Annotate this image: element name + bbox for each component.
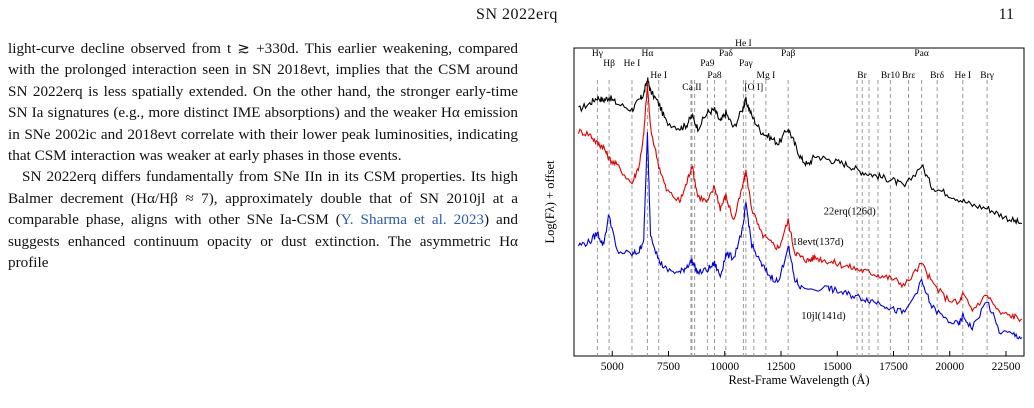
line-id-label-12: Mg I: [757, 71, 776, 81]
line-id-label-0: Hγ: [592, 49, 603, 59]
line-id-label-7: Pa8: [707, 71, 722, 81]
line-id-markers: [596, 80, 988, 356]
line-id-label-16: Brε: [902, 71, 916, 81]
line-id-label-19: He I: [954, 71, 971, 81]
x-tick-label-7: 22500: [992, 361, 1021, 373]
line-id-label-5: Ca II: [682, 83, 701, 93]
x-tick-label-2: 10000: [710, 361, 739, 373]
plot-frame: [573, 47, 1025, 357]
spectra-figure: 22erq(126d) 18evt(137d) 10jl(141d) Hγ Hβ He …: [540, 26, 1034, 408]
series-label-2: 10jl(141d): [801, 311, 846, 322]
line-id-label-2: He I: [624, 59, 641, 69]
line-id-label-15: Br10: [881, 71, 900, 81]
page-number: 11: [998, 6, 1014, 23]
x-tick-label-6: 20000: [935, 361, 964, 373]
x-axis-ticks: 5000 7500 10000 12500 15000 17500 20000 22500: [601, 351, 1021, 373]
line-id-label-8: Paδ: [719, 49, 734, 59]
spectrum-line-0: [578, 77, 1022, 226]
spectrum-line-2: [578, 132, 1023, 340]
y-axis-label: Log(Fλ) + offset: [543, 160, 557, 244]
x-tick-label-4: 15000: [823, 361, 852, 373]
line-id-label-18: Brδ: [930, 71, 945, 81]
series-label-0: 22erq(126d): [824, 206, 876, 217]
body-text-column: light-curve decline observed from t ≳ +3…: [8, 38, 518, 273]
line-id-label-17: Paα: [914, 49, 929, 59]
x-tick-label-5: 17500: [879, 361, 908, 373]
line-id-label-20: Brγ: [980, 71, 994, 81]
line-id-label-13: Paβ: [781, 49, 796, 59]
line-id-label-1: Hβ: [603, 59, 615, 69]
paragraph-2-text-after: ) and suggests enhanced continuum opacit…: [8, 211, 518, 272]
paragraph-2-text-before: SN 2022erq differs fundamentally from SN…: [8, 168, 518, 229]
line-id-label-9: He I: [735, 39, 752, 49]
citation-link[interactable]: Y. Sharma et al. 2023: [340, 211, 485, 229]
line-id-label-10: Paγ: [739, 59, 753, 69]
page-header: SN 2022erq 11: [0, 6, 1034, 26]
spectrum-line-1: [577, 82, 1023, 323]
x-tick-label-3: 12500: [767, 361, 796, 373]
line-id-label-4: He I: [650, 71, 667, 81]
paragraph-2: SN 2022erq differs fundamentally from SN…: [8, 166, 518, 273]
line-id-label-14: Br: [857, 71, 867, 81]
x-tick-label-1: 7500: [657, 361, 680, 373]
line-id-label-6: Pa9: [700, 59, 715, 69]
spectra-series: 22erq(126d) 18evt(137d) 10jl(141d): [577, 77, 1023, 340]
x-axis-label: Rest-Frame Wavelength (Å): [728, 373, 869, 387]
x-tick-label-0: 5000: [601, 361, 624, 373]
line-id-label-3: Hα: [641, 49, 653, 59]
paragraph-1: light-curve decline observed from t ≳ +3…: [8, 40, 518, 165]
running-title: SN 2022erq: [476, 6, 558, 23]
line-id-label-11: [O I]: [744, 83, 763, 93]
series-label-1: 18evt(137d): [792, 237, 844, 248]
